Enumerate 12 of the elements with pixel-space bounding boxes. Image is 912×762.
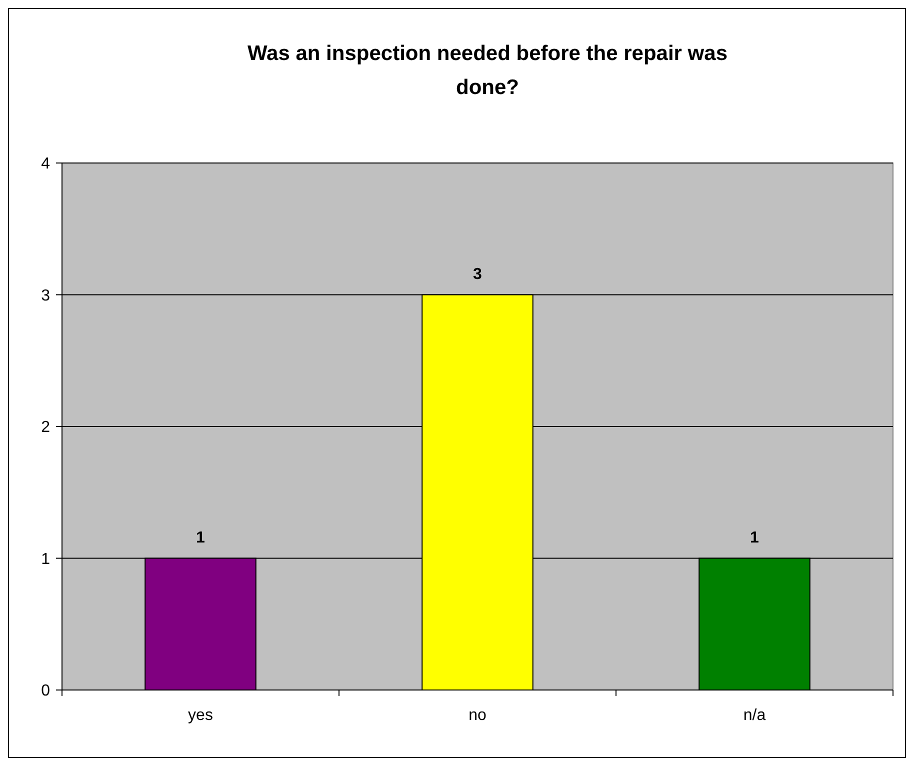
data-label: 3 [473, 266, 482, 283]
x-tick-label: n/a [743, 707, 766, 724]
data-label: 1 [750, 529, 760, 546]
data-label: 1 [196, 529, 206, 546]
y-tick-label: 0 [41, 682, 50, 700]
y-tick-label: 2 [41, 419, 50, 436]
y-tick-label: 4 [41, 156, 50, 173]
chart-title: Was an inspection needed before the repair was done? [247, 42, 728, 99]
x-tick-label: yes [188, 707, 213, 724]
y-tick-label: 3 [41, 287, 50, 304]
y-tick-label: 1 [41, 550, 50, 568]
x-tick-label: no [468, 707, 486, 724]
